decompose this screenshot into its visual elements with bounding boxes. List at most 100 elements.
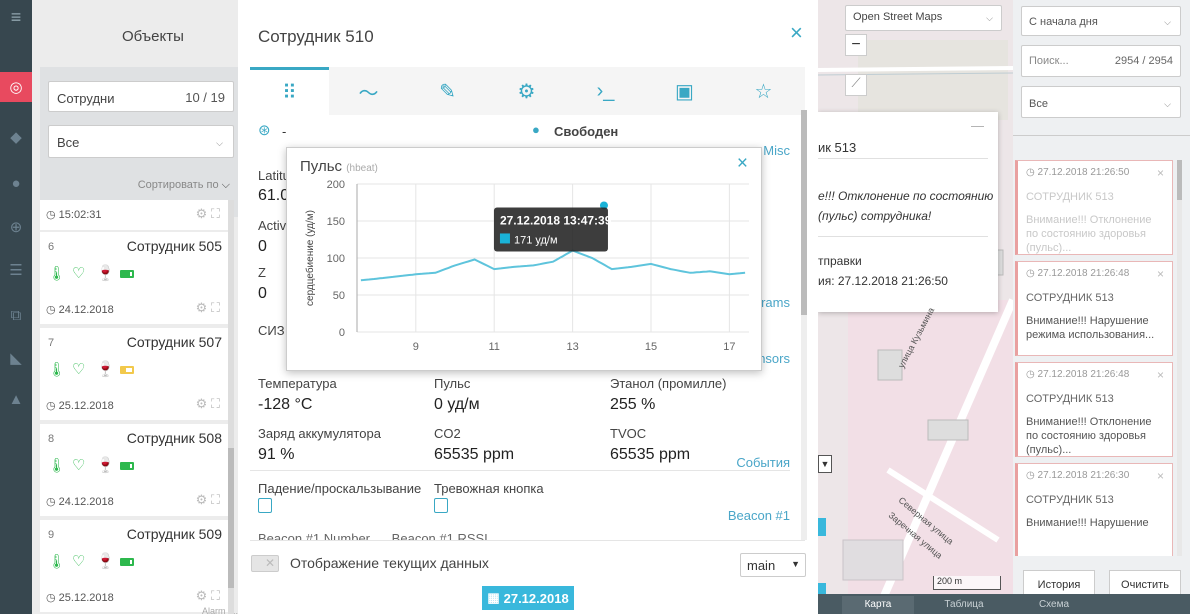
tab-settings[interactable]: ⚙ — [487, 67, 566, 115]
latitude-value: 61.0 — [258, 187, 290, 204]
map-popup: — ик 513 е!!! Отклонение по состоянию (п… — [818, 112, 998, 312]
tab-terminal[interactable]: ›_ — [566, 67, 645, 115]
chart-close-icon[interactable]: × — [736, 153, 748, 174]
pulse-series-line — [360, 249, 746, 282]
tooltip-date: 27.12.2018 13:47:39 — [500, 213, 612, 227]
clock-icon: ◷ — [1026, 167, 1035, 178]
list-item[interactable]: 7 Сотрудник 507 🌡 ♡ 🍷 ◷ 25.12.2018 ⚙ ⛶ — [40, 328, 230, 420]
list-item[interactable]: 8 Сотрудник 508 🌡 ♡ 🍷 ◷ 24.12.2018 ⚙ ⛶ — [40, 424, 230, 516]
chart-unit: (hbeat) — [346, 163, 378, 174]
map-area[interactable]: Open Street Maps ⌵ − ⟋ — ик 513 е!!! Откл… — [818, 0, 1013, 614]
events-count: 2954 / 2954 — [1114, 55, 1173, 67]
card-close-icon[interactable]: × — [1156, 267, 1164, 281]
events-filter-select[interactable]: Все ⌵ — [1021, 86, 1181, 118]
events-link[interactable]: События — [736, 455, 790, 470]
clock-icon: ◷ — [46, 496, 56, 508]
event-card[interactable]: ◷ 27.12.2018 21:26:30 × СОТРУДНИК 513 Внима… — [1015, 463, 1173, 556]
tab-grid[interactable]: ⠿ — [250, 67, 329, 115]
beacon-link[interactable]: Beacon #1 — [727, 508, 790, 523]
sort-dropdown[interactable]: Сортировать по ⌵ — [137, 179, 230, 191]
tab-schema[interactable]: Схема — [1038, 599, 1070, 610]
zoom-out-button[interactable]: − — [845, 34, 867, 56]
list-item-top[interactable]: ◷ 15:02:31 ⚙ ⛶ — [40, 200, 230, 230]
y-tick-label: 200 — [327, 179, 345, 191]
x-tick-label: 17 — [723, 341, 735, 353]
x-tick-label: 13 — [566, 341, 578, 353]
fall-checkbox[interactable] — [258, 498, 272, 513]
clock-icon: ◷ — [1026, 470, 1035, 481]
tag-icon[interactable]: ◆ — [10, 129, 22, 146]
battery-icon — [120, 366, 134, 374]
tab-layout[interactable]: ▣ — [645, 67, 724, 115]
tab-favorites[interactable]: ☆ — [724, 67, 803, 115]
menu-icon[interactable]: ≡ — [10, 6, 22, 27]
card-close-icon[interactable]: × — [1156, 469, 1164, 483]
tab-chart[interactable]: 〜 — [329, 67, 408, 115]
tab-table[interactable]: Таблица — [944, 599, 984, 610]
date-button[interactable]: ▦ 27.12.2018 — [482, 586, 574, 610]
list-icon[interactable]: ☰ — [9, 262, 23, 279]
clock-icon: ◷ — [46, 592, 56, 604]
globe-icon[interactable]: ⊕ — [9, 219, 23, 236]
tab-map[interactable]: Карта — [842, 596, 914, 614]
network-icon[interactable]: ⧉ — [10, 306, 22, 324]
user-icon[interactable]: ● — [11, 174, 21, 192]
glass-icon: 🍷 — [96, 457, 115, 474]
calendar-icon: ▦ — [487, 590, 500, 605]
chart-icon: 〜 — [358, 82, 379, 105]
glass-icon: 🍷 — [96, 361, 115, 378]
target-icon[interactable]: ◎ — [0, 72, 32, 102]
objects-search-input[interactable]: Сотрудни 10 / 19 — [48, 81, 234, 112]
battery-icon — [120, 558, 134, 566]
list-item[interactable]: 6 Сотрудник 505 🌡 ♡ 🍷 ◷ 24.12.2018 ⚙ ⛶ — [40, 232, 230, 324]
card-close-icon[interactable]: × — [1156, 166, 1164, 180]
popup-minimize-icon[interactable]: — — [971, 118, 984, 133]
card-close-icon[interactable]: × — [1156, 368, 1164, 382]
pencil-icon: ✎ — [439, 80, 456, 103]
period-select[interactable]: С начала дня ⌵ — [1021, 6, 1181, 36]
thermometer-icon: 🌡 — [48, 361, 66, 377]
objects-filter-select[interactable]: Все ⌵ — [48, 125, 234, 158]
channel-select[interactable]: main ▼ — [740, 553, 806, 577]
objects-count: 10 / 19 — [185, 90, 225, 105]
tools-icon: ⚙ ⛶ — [195, 206, 220, 221]
pulse-value: 0 уд/м — [434, 396, 480, 413]
misc-link[interactable]: Misc — [763, 143, 790, 158]
event-card[interactable]: ◷ 27.12.2018 21:26:48 × СОТРУДНИК 513 Внима… — [1015, 261, 1173, 356]
chevron-down-icon: ⌵ — [216, 138, 223, 148]
event-card[interactable]: ◷ 27.12.2018 21:26:50 × СОТРУДНИК 513 Внима… — [1015, 160, 1173, 255]
temperature-value: -128 °C — [258, 396, 313, 413]
x-tick-label: 9 — [413, 341, 419, 353]
triangle-icon[interactable]: ◣ — [10, 350, 22, 367]
tools-icon: ⚙ ⛶ — [195, 492, 220, 507]
heart-icon: ♡ — [72, 361, 86, 378]
grid-icon: ⠿ — [282, 82, 297, 104]
employee-name: Сотрудник 508 — [126, 430, 222, 446]
terminal-icon: ›_ — [596, 79, 615, 102]
map-select-stub[interactable]: ▼ — [818, 455, 832, 473]
clock-icon: ◷ — [46, 304, 56, 316]
map-provider-select[interactable]: Open Street Maps ⌵ — [845, 5, 1002, 31]
ruler-icon[interactable]: ⟋ — [845, 74, 867, 96]
list-item[interactable]: 9 Сотрудник 509 🌡 ♡ 🍷 ◷ 25.12.2018 ⚙ ⛶ — [40, 520, 230, 612]
alarm-checkbox[interactable] — [434, 498, 448, 513]
tab-edit[interactable]: ✎ — [408, 67, 487, 115]
current-data-toggle[interactable]: ✕ — [251, 555, 279, 572]
tooltip-point — [599, 201, 608, 210]
event-card[interactable]: ◷ 27.12.2018 21:26:48 × СОТРУДНИК 513 Внима… — [1015, 362, 1173, 457]
steering-icon: ⊛ — [258, 122, 271, 139]
clock-icon: ◷ — [46, 209, 56, 221]
y-tick-label: 50 — [333, 290, 345, 302]
events-search-input[interactable]: Поиск... 2954 / 2954 — [1021, 45, 1181, 77]
x-tick-label: 15 — [645, 341, 657, 353]
pulse-chart: 0 50 100 150 200 9 11 13 15 17 сердцебиение (уд/м)… — [304, 179, 749, 353]
params-link[interactable]: arams — [753, 295, 790, 310]
left-rail: ≡ ◎ ◆ ● ⊕ ☰ ⧉ ◣ ▲ — [0, 0, 32, 614]
ethanol-value: 255 % — [610, 396, 656, 413]
glass-icon: 🍷 — [96, 553, 115, 570]
close-icon[interactable]: × — [790, 20, 803, 45]
co2-value: 65535 ppm — [434, 446, 515, 463]
clock-icon: ◷ — [46, 400, 56, 412]
battery-value: 91 % — [258, 446, 295, 463]
flask-icon[interactable]: ▲ — [8, 390, 24, 408]
